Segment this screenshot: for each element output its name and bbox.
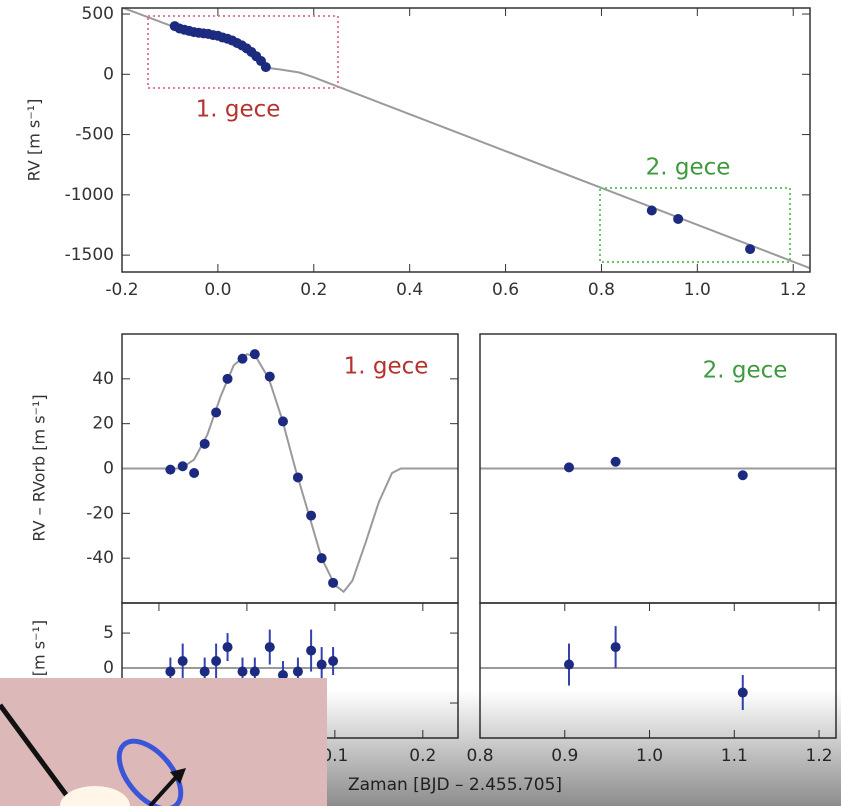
- data-point: [222, 373, 233, 384]
- x-tick-label: 0.4: [396, 280, 423, 300]
- data-point: [564, 659, 574, 670]
- model-line: [122, 353, 458, 594]
- data-point: [222, 642, 233, 653]
- x-tick-label: 0.2: [300, 280, 327, 300]
- series: [122, 8, 810, 270]
- model-line: [122, 8, 810, 270]
- annotation: 1. gece: [196, 97, 281, 123]
- y-tick-label: 0: [103, 459, 114, 479]
- data-point: [646, 205, 657, 216]
- data-point: [673, 213, 684, 224]
- y-tick-label: 0: [103, 64, 114, 84]
- annotation: 2. gece: [703, 358, 788, 384]
- data-point: [277, 670, 288, 681]
- data-point: [177, 656, 188, 667]
- x-tick-label: -0.2: [105, 280, 138, 300]
- y-tick-label: -20: [86, 503, 114, 523]
- data-point: [292, 472, 303, 483]
- y-tick-label: 40: [92, 369, 114, 389]
- data-point: [211, 407, 222, 418]
- video-overlay: [0, 678, 327, 806]
- series: [480, 456, 836, 481]
- x-tick-label: 1.2: [780, 280, 807, 300]
- data-point: [277, 416, 288, 427]
- y-tick-label: -1000: [65, 185, 114, 205]
- y-axis-label: [m s⁻¹]: [30, 620, 49, 676]
- y-axis-label: RV – RVorb [m s⁻¹]: [30, 394, 49, 541]
- data-point: [165, 464, 176, 475]
- overlay-photo: [0, 678, 327, 806]
- x-tick-label: 1.0: [684, 280, 711, 300]
- data-point: [737, 470, 748, 481]
- y-tick-label: -1500: [65, 245, 114, 265]
- y-axis-label: RV [m s⁻¹]: [25, 99, 44, 182]
- data-point: [745, 244, 756, 255]
- data-point: [189, 467, 200, 478]
- data-point: [292, 666, 303, 677]
- overlay-line: [0, 703, 73, 802]
- x-tick-label: 0.6: [492, 280, 519, 300]
- panel: -40 -20 0 20 40 RV – RVorb [m s⁻¹] 1. gece: [30, 333, 459, 604]
- data-point: [260, 62, 271, 73]
- plot-frame: [121, 7, 811, 273]
- panel: 2. gece: [479, 333, 837, 604]
- data-point: [328, 577, 339, 588]
- y-tick-label: 0: [103, 658, 114, 678]
- annotation: 1. gece: [344, 354, 429, 380]
- data-point: [264, 642, 275, 653]
- series: [122, 349, 458, 594]
- y-tick-label: 20: [92, 414, 114, 434]
- data-point: [177, 461, 188, 472]
- data-point: [328, 656, 339, 667]
- data-point: [249, 666, 260, 677]
- highlight-box: [147, 15, 339, 89]
- overlay-arrowhead: [170, 768, 186, 784]
- overlay-star: [60, 786, 130, 806]
- y-tick-label: 5: [103, 623, 114, 643]
- y-tick-label: -40: [86, 548, 114, 568]
- data-point: [237, 666, 248, 677]
- x-tick-label: 0.0: [204, 280, 231, 300]
- data-point: [237, 353, 248, 364]
- annotation: 2. gece: [646, 155, 731, 181]
- y-tick-label: -500: [75, 125, 114, 145]
- panel: -1500 -1000 -500 0 500 -0.2 0.0 0.2 0.4 0.6 0.8 1.0…: [25, 4, 811, 300]
- x-tick-label: 0.8: [588, 280, 615, 300]
- data-point: [564, 462, 574, 473]
- highlight-box: [599, 187, 791, 263]
- y-tick-label: 500: [82, 4, 114, 24]
- data-point: [264, 371, 275, 382]
- data-point: [165, 666, 176, 677]
- data-point: [306, 510, 317, 521]
- data-point: [199, 666, 210, 677]
- data-point: [306, 645, 317, 656]
- data-point: [316, 553, 327, 564]
- data-point: [249, 349, 260, 360]
- data-point: [610, 642, 621, 653]
- data-point: [316, 659, 327, 670]
- data-point: [610, 456, 621, 467]
- video-shade: [327, 690, 841, 806]
- data-point: [211, 656, 222, 667]
- data-point: [199, 438, 210, 449]
- series: [122, 629, 458, 690]
- overlay-arrow: [148, 773, 180, 806]
